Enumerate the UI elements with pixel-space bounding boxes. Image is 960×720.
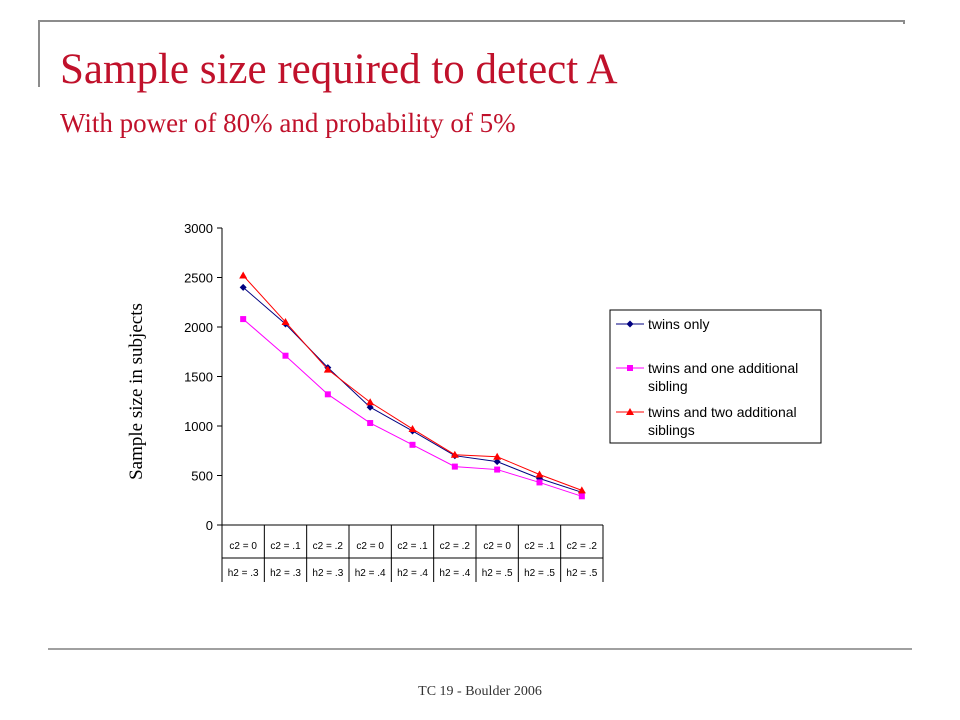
data-point-series-3 (323, 365, 332, 373)
y-tick-label: 0 (206, 518, 213, 533)
category-label-c2: c2 = .1 (524, 541, 555, 552)
data-point-series-2 (282, 352, 289, 359)
data-point-series-2 (367, 420, 374, 427)
legend-entry-label: twins only (648, 316, 709, 332)
category-label-h2: h2 = .5 (482, 568, 513, 579)
data-point-series-3 (239, 271, 248, 279)
slide-footer: TC 19 - Boulder 2006 (418, 684, 542, 699)
category-label-c2: c2 = 0 (483, 541, 511, 552)
legend-swatch-marker (626, 320, 634, 328)
legend-entry-label: siblings (648, 422, 695, 438)
legend-entry-label: twins and one additional (648, 360, 798, 376)
series-line-1 (242, 287, 582, 493)
category-label-h2: h2 = .5 (566, 568, 597, 579)
data-point-series-1 (366, 403, 374, 411)
y-tick-label: 1500 (184, 370, 213, 385)
category-label-c2: c2 = .1 (397, 541, 428, 552)
category-label-h2: h2 = .4 (355, 568, 386, 579)
category-label-c2: c2 = .2 (567, 541, 598, 552)
data-point-series-2 (409, 441, 416, 448)
data-point-series-2 (324, 391, 331, 398)
data-point-series-1 (239, 283, 247, 291)
data-point-series-3 (577, 486, 586, 494)
category-label-h2: h2 = .3 (270, 568, 301, 579)
category-label-c2: c2 = .2 (440, 541, 471, 552)
y-tick-label: 3000 (184, 221, 213, 236)
y-tick-label: 1000 (184, 419, 213, 434)
category-label-h2: h2 = .4 (439, 568, 470, 579)
legend-swatch-marker (626, 408, 634, 415)
data-point-series-3 (366, 398, 375, 406)
y-axis-label: Sample size in subjects (126, 303, 147, 480)
footer-divider (48, 648, 912, 650)
frame-left-line (38, 20, 40, 87)
frame-right-tick (903, 20, 905, 24)
slide-subtitle: With power of 80% and probability of 5% (60, 108, 516, 138)
category-label-h2: h2 = .3 (228, 568, 259, 579)
category-label-c2: c2 = .1 (270, 541, 301, 552)
y-tick-label: 2000 (184, 320, 213, 335)
category-label-h2: h2 = .4 (397, 568, 428, 579)
data-point-series-3 (535, 470, 544, 478)
legend-box (609, 309, 822, 444)
legend-swatch-marker (627, 365, 633, 371)
data-point-series-2 (536, 479, 543, 486)
data-point-series-2 (494, 466, 501, 473)
data-point-series-2 (240, 316, 247, 323)
data-point-series-2 (451, 463, 458, 470)
data-point-series-3 (408, 424, 417, 432)
category-label-h2: h2 = .3 (312, 568, 343, 579)
data-point-series-3 (281, 318, 290, 326)
data-point-series-1 (493, 458, 501, 466)
data-point-series-2 (578, 493, 585, 500)
series-line-3 (242, 275, 583, 491)
slide-title: Sample size required to detect A (60, 46, 618, 93)
frame-top-line (38, 20, 905, 22)
y-tick-label: 500 (191, 469, 213, 484)
legend-entry-label: twins and two additional (648, 404, 797, 420)
y-tick-label: 2500 (184, 271, 213, 286)
data-point-series-3 (493, 452, 502, 460)
legend-entry-label: sibling (648, 378, 688, 394)
category-label-c2: c2 = 0 (356, 541, 384, 552)
category-label-c2: c2 = 0 (229, 541, 257, 552)
data-point-series-3 (450, 450, 459, 458)
category-label-h2: h2 = .5 (524, 568, 555, 579)
category-label-c2: c2 = .2 (313, 541, 344, 552)
series-line-2 (242, 318, 582, 497)
